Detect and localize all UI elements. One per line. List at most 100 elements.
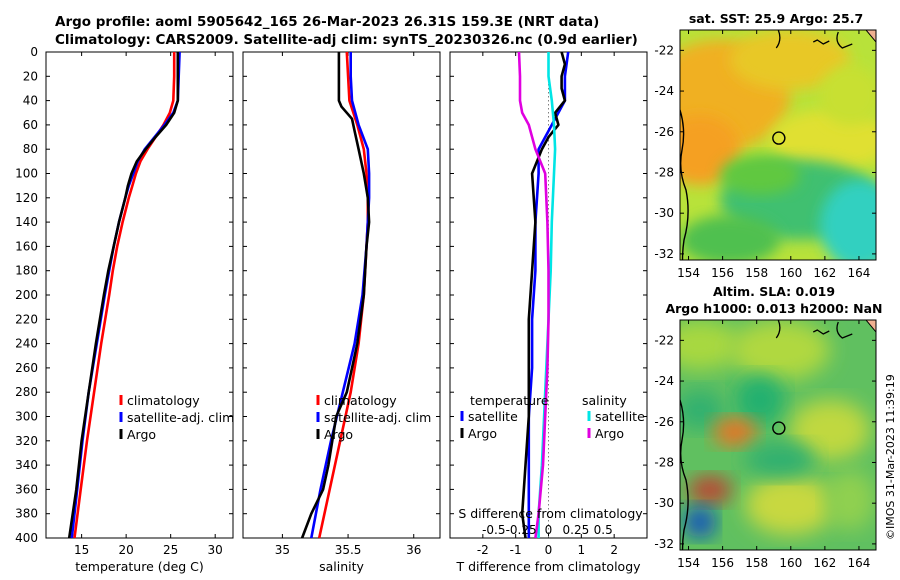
salinity-panel: 35 35.5 36 salinity	[242, 51, 441, 574]
y-tick-label: 180	[15, 264, 38, 278]
x-tick-label: 35	[275, 543, 290, 557]
float-position-marker	[772, 421, 786, 435]
coastline	[775, 30, 853, 49]
x-tick-label: 20	[119, 543, 134, 557]
legend-label: climatology	[127, 393, 200, 408]
legend-title-temperature: temperature	[470, 393, 549, 408]
coastline	[775, 320, 853, 339]
plot-title-line1: Argo profile: aoml 5905642_165 26-Mar-20…	[55, 14, 600, 30]
x-tick-label: 156	[711, 556, 734, 570]
x-tick-label: 30	[208, 543, 223, 557]
y-tick-label: -26	[654, 415, 674, 429]
x-tick-label: 2	[610, 543, 618, 557]
y-tick-label: 280	[15, 385, 38, 399]
sla-field-patch	[684, 506, 716, 538]
x2-tick-label: 0	[545, 523, 553, 537]
x2-axis-label: S difference from climatology	[458, 506, 643, 521]
y-tick-label: 120	[15, 191, 38, 205]
y-tick-label: -24	[654, 374, 674, 388]
sla-field-patch	[825, 470, 875, 530]
y-tick-label: -32	[654, 247, 674, 261]
legend-label: Argo	[324, 427, 353, 442]
y-tick-label: -32	[654, 537, 674, 551]
x-tick-label: 0	[545, 543, 553, 557]
y-tick-label: 80	[23, 142, 38, 156]
temperature-panel-frame	[45, 51, 234, 539]
x2-tick-label: -0.25	[506, 523, 537, 537]
x-tick-label: 162	[813, 556, 836, 570]
series-line-climatology	[73, 52, 176, 539]
x-tick-label: 160	[779, 556, 802, 570]
sla-field-patch	[680, 390, 725, 430]
y-tick-label: -22	[654, 43, 674, 57]
y-tick-label: 380	[15, 507, 38, 521]
y-tick-label: 400	[15, 531, 38, 545]
y-tick-label: -24	[654, 84, 674, 98]
temperature-panel-legend: climatology satellite-adj. clim Argo	[119, 393, 234, 442]
x-tick-label: 35.5	[335, 543, 362, 557]
land-patch	[865, 30, 876, 43]
y-tick-label: 360	[15, 482, 38, 496]
sla-field-patch	[745, 442, 815, 478]
x-tick-label: -1	[510, 543, 522, 557]
series-line-argo	[300, 52, 371, 539]
y-tick-label: 0	[30, 45, 38, 59]
legend-label: satellite-adj. clim	[127, 410, 234, 425]
x-axis-label: salinity	[319, 559, 364, 574]
x2-tick-label: -0.5	[482, 523, 505, 537]
x-tick-label: 154	[677, 556, 700, 570]
legend-label: Argo	[595, 426, 624, 441]
y-tick-label: 300	[15, 410, 38, 424]
legend-label: satellite	[468, 409, 518, 424]
x-tick-label: 15	[74, 543, 89, 557]
y-tick-label: 160	[15, 239, 38, 253]
sst-field-patch	[770, 110, 876, 170]
legend-label: Argo	[468, 426, 497, 441]
x-tick-label: 154	[677, 266, 700, 280]
difference-panel: -2 -1 0 1 2 T difference from climatology S di…	[449, 51, 648, 574]
y-tick-label: 220	[15, 312, 38, 326]
sst-field-patch	[680, 215, 780, 260]
sst-map-field	[680, 30, 876, 260]
y-tick-label: 140	[15, 215, 38, 229]
sst-map-frame	[679, 29, 877, 261]
map-title-line1: Altim. SLA: 0.019	[713, 284, 835, 299]
y-tick-label: -28	[654, 165, 674, 179]
y-tick-label: -30	[654, 496, 674, 510]
y-tick-label: 20	[23, 69, 38, 83]
x-tick-label: 158	[745, 556, 768, 570]
float-position-marker	[772, 131, 786, 145]
x-tick-label: 164	[848, 266, 871, 280]
x-axis-label: T difference from climatology	[455, 559, 641, 574]
y-tick-label: -30	[654, 206, 674, 220]
x-tick-label: 1	[578, 543, 586, 557]
difference-panel-legend: temperature salinitysatelliteArgosatellit…	[460, 393, 645, 441]
salinity-panel-frame	[242, 51, 441, 539]
salinity-panel-legend: climatology satellite-adj. clim Argo	[316, 393, 431, 442]
series-line-temperature-argo	[520, 51, 567, 539]
y-tick-label: 40	[23, 94, 38, 108]
y-tick-label: -22	[654, 333, 674, 347]
x-tick-label: -2	[477, 543, 489, 557]
map-title: sat. SST: 25.9 Argo: 25.7	[689, 11, 863, 26]
sla-map-field	[680, 320, 876, 550]
legend-label: satellite	[595, 409, 645, 424]
sst-map: 154 156 158 160 162 164 -22 -24 -26 -28 -30 -32 sat.…	[654, 11, 877, 280]
sla-map: 154 156 158 160 162 164 -22 -24 -26 -28 -30 -32 Alti…	[654, 284, 882, 570]
x2-tick-label: 0.5	[594, 523, 613, 537]
sla-field-patch	[735, 375, 785, 425]
sla-field-patch	[745, 475, 835, 535]
series-line-salinity-argo	[517, 51, 550, 539]
sla-field-patch	[713, 418, 757, 446]
y-tick-label: 100	[15, 167, 38, 181]
sst-field-patch	[820, 65, 876, 125]
temperature-panel: 0 20 40 60 80 100 120 140 160 180 200 220 240 260 280 3…	[15, 45, 234, 574]
x-axis-label: temperature (deg C)	[75, 559, 204, 574]
sla-field-patch	[730, 320, 830, 380]
y-tick-label: 60	[23, 118, 38, 132]
legend-label: climatology	[324, 393, 397, 408]
x-tick-label: 36	[406, 543, 421, 557]
map-title-line2: Argo h1000: 0.013 h2000: NaN	[665, 301, 882, 316]
sla-field-patch	[688, 476, 732, 504]
